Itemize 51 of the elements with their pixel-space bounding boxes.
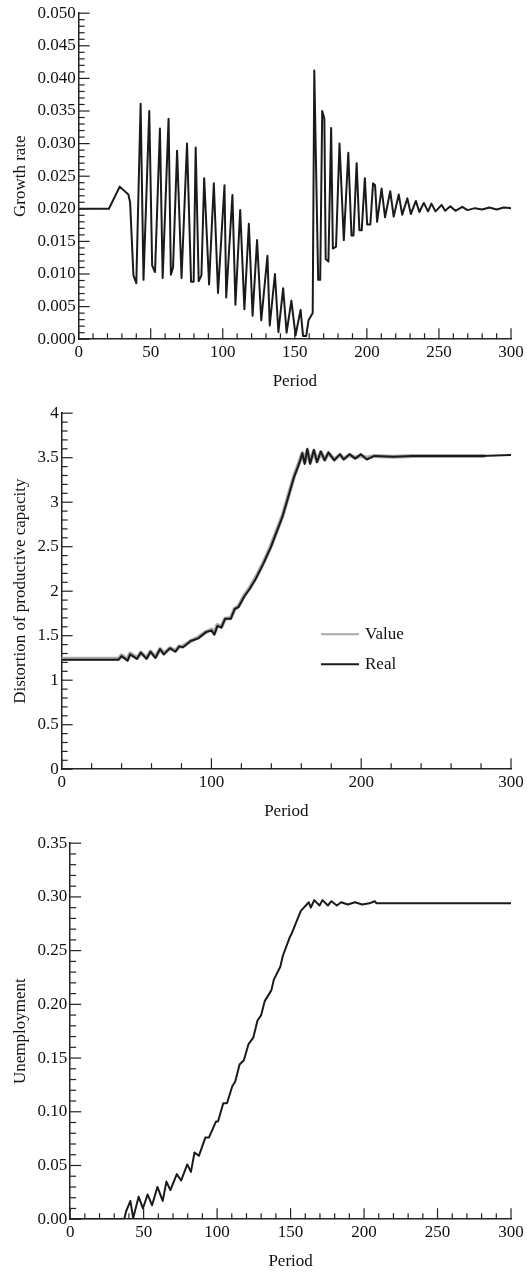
legend-label: Real	[365, 653, 397, 673]
x-tick-label: 300	[498, 771, 524, 791]
y-tick-label: 0.20	[37, 993, 68, 1013]
x-tick-label: 50	[142, 341, 160, 361]
y-tick-label: 1.5	[37, 625, 59, 645]
y-tick-label: 0.30	[37, 886, 68, 906]
y-axis-title: Unemployment	[9, 978, 29, 1085]
x-tick-label: 150	[282, 341, 308, 361]
y-tick-label: 4	[50, 402, 60, 422]
y-tick-label: 0.00	[37, 1208, 68, 1228]
y-tick-label: 0.035	[37, 100, 76, 120]
y-tick-label: 0.05	[37, 1154, 68, 1174]
x-axis-title: Period	[268, 1251, 314, 1271]
x-tick-label: 50	[135, 1221, 153, 1241]
y-tick-label: 0.000	[37, 328, 76, 348]
y-tick-label: 2	[50, 580, 59, 600]
y-tick-label: 0.045	[37, 35, 76, 55]
x-tick-label: 100	[198, 771, 225, 791]
y-tick-label: 0.020	[37, 198, 76, 218]
y-tick-label: 3	[50, 491, 59, 511]
y-tick-label: 0.015	[37, 230, 76, 250]
legend-label: Value	[365, 623, 404, 643]
y-tick-label: 0.25	[37, 940, 68, 960]
y-tick-label: 2.5	[37, 536, 59, 556]
y-tick-label: 0.10	[37, 1101, 68, 1121]
x-tick-label: 300	[498, 341, 524, 361]
y-tick-label: 0.040	[37, 67, 76, 87]
y-tick-label: 0.025	[37, 165, 76, 185]
y-axis-title: Distortion of productive capacity	[9, 478, 29, 704]
x-tick-label: 200	[354, 341, 380, 361]
x-tick-label: 100	[204, 1221, 230, 1241]
y-axis-title: Growth rate	[9, 135, 29, 218]
x-tick-label: 100	[210, 341, 236, 361]
y-tick-label: 0	[50, 758, 59, 778]
y-tick-label: 0.050	[37, 2, 76, 22]
y-tick-label: 0.5	[37, 714, 59, 734]
y-tick-label: 3.5	[37, 447, 59, 467]
y-tick-label: 0.030	[37, 133, 76, 153]
y-tick-label: 0.010	[37, 263, 76, 283]
y-tick-label: 0.35	[37, 832, 68, 852]
x-axis-title: Period	[264, 801, 310, 821]
x-tick-label: 250	[424, 1221, 451, 1241]
y-tick-label: 0.005	[37, 296, 76, 316]
y-tick-label: 1	[50, 669, 59, 689]
x-tick-label: 200	[351, 1221, 377, 1241]
x-tick-label: 250	[426, 341, 452, 361]
x-axis-title: Period	[272, 371, 318, 391]
y-tick-label: 0.15	[37, 1047, 68, 1067]
x-tick-label: 150	[277, 1221, 304, 1241]
x-tick-label: 200	[348, 771, 374, 791]
x-tick-label: 300	[498, 1221, 524, 1241]
